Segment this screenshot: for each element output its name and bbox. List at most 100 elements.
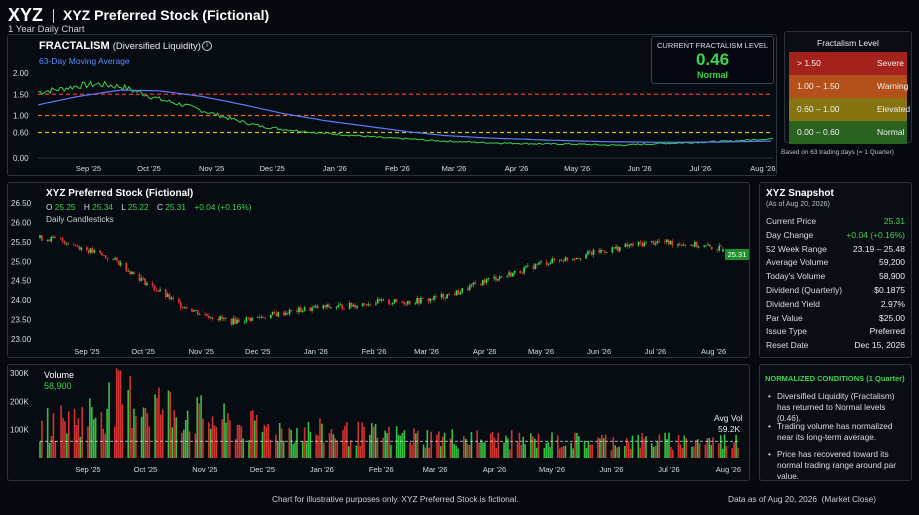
candle-body [63, 241, 66, 244]
info-icon[interactable]: i [202, 41, 212, 51]
snapshot-row: Today's Volume 58,900 [766, 271, 905, 284]
snapshot-key: Reset Date [766, 340, 809, 351]
volume-bar [462, 436, 465, 458]
close-value: 25.31 [165, 202, 187, 212]
volume-bar [464, 438, 467, 458]
volume-bar [89, 398, 91, 458]
volume-bar [386, 433, 388, 458]
volume-bar [652, 446, 655, 458]
volume-bar [591, 444, 594, 458]
volume-bar [589, 444, 592, 458]
candle-body [707, 244, 709, 246]
candle-body [87, 250, 90, 253]
volume-bar [267, 423, 269, 458]
volume-bar [551, 432, 553, 458]
last-price-tag: 25.31 [725, 249, 749, 260]
volume-bar [426, 430, 429, 458]
volume-bar [637, 434, 640, 458]
snapshot-key: Dividend (Quarterly) [766, 285, 843, 295]
volume-value: 58,900 [44, 381, 72, 391]
candle-body [316, 305, 319, 309]
volume-bar [597, 437, 599, 458]
candle-body [198, 313, 201, 315]
volume-bar [108, 382, 110, 458]
candle-body [153, 285, 156, 290]
candle-body [288, 309, 291, 315]
price-panel-sub: Daily Candlesticks [46, 214, 114, 224]
volume-bar [154, 394, 156, 458]
level-range: 1.00 – 1.50 [797, 81, 840, 91]
volume-bar [666, 439, 668, 458]
candle-body [506, 275, 509, 277]
snapshot-as-of: (As of Aug 20, 2026) [766, 201, 830, 208]
candle-body [378, 299, 381, 301]
volume-bar [556, 435, 559, 458]
volume-bar [449, 438, 452, 458]
candle-body [590, 252, 593, 255]
x-tick-label: Nov '25 [192, 465, 217, 474]
volume-bar [169, 391, 172, 458]
x-tick-label: Jun '26 [587, 347, 611, 356]
volume-bar [215, 427, 218, 458]
volume-bar [503, 442, 505, 458]
candle-body [142, 278, 145, 279]
candle-body [86, 247, 88, 251]
candle-body [313, 306, 315, 308]
volume-bar [480, 439, 482, 458]
volume-bar [706, 438, 709, 458]
volume-bar [583, 440, 586, 458]
volume-bar [641, 433, 643, 458]
level-row-warning: 1.00 – 1.50 Warning [789, 75, 908, 98]
candle-body [74, 245, 77, 247]
price-panel-title: XYZ Preferred Stock (Fictional) [46, 188, 194, 199]
snapshot-row: Par Value $25.00 [766, 313, 905, 326]
candle-body [577, 257, 580, 259]
volume-bar [321, 423, 323, 458]
candle-body [682, 244, 685, 246]
candle-body [523, 267, 525, 274]
x-tick-label: Dec '25 [245, 347, 270, 356]
candle-body [106, 257, 109, 260]
volume-bar [416, 430, 419, 458]
volume-bar [482, 442, 484, 458]
current-level-box: CURRENT FRACTALISM LEVEL 0.46 Normal [651, 36, 774, 84]
snapshot-value: Preferred [869, 326, 905, 337]
candle-body [211, 317, 214, 319]
volume-bar [309, 432, 312, 458]
candle-body [678, 243, 681, 245]
ma-legend-label: 63-Day Moving Average [39, 56, 130, 66]
volume-bar [533, 438, 536, 458]
snapshot-key: Average Volume [766, 257, 829, 268]
candle-body [352, 304, 355, 307]
volume-bar [516, 442, 519, 458]
current-level-status: Normal [696, 70, 728, 80]
volume-bar [510, 430, 513, 458]
candle-body [219, 316, 221, 321]
candle-body [249, 317, 252, 321]
x-tick-label: Aug '26 [750, 164, 775, 173]
volume-bar [133, 408, 135, 458]
volume-bar [92, 419, 95, 458]
volume-bar [127, 390, 130, 458]
volume-bar [200, 395, 202, 458]
x-tick-label: Feb '26 [385, 164, 410, 173]
header-divider [53, 9, 54, 23]
y-tick-label: 26.00 [11, 218, 32, 227]
volume-bar [290, 429, 293, 458]
volume-bar [685, 438, 688, 458]
volume-bar [382, 437, 385, 458]
candle-body [298, 307, 300, 313]
volume-bar [211, 416, 214, 458]
candle-body [558, 259, 561, 261]
volume-bar [275, 434, 277, 458]
candle-body [480, 284, 482, 286]
high-value: 25.34 [92, 202, 113, 212]
volume-bar [587, 440, 590, 458]
volume-bar [376, 437, 379, 458]
snapshot-row: Issue Type Preferred [766, 326, 905, 339]
candle-body [59, 237, 62, 239]
candle-body [694, 241, 696, 247]
x-tick-label: Jun '26 [599, 465, 623, 474]
volume-bar [679, 444, 682, 458]
snapshot-row: Average Volume 59,200 [766, 257, 905, 270]
